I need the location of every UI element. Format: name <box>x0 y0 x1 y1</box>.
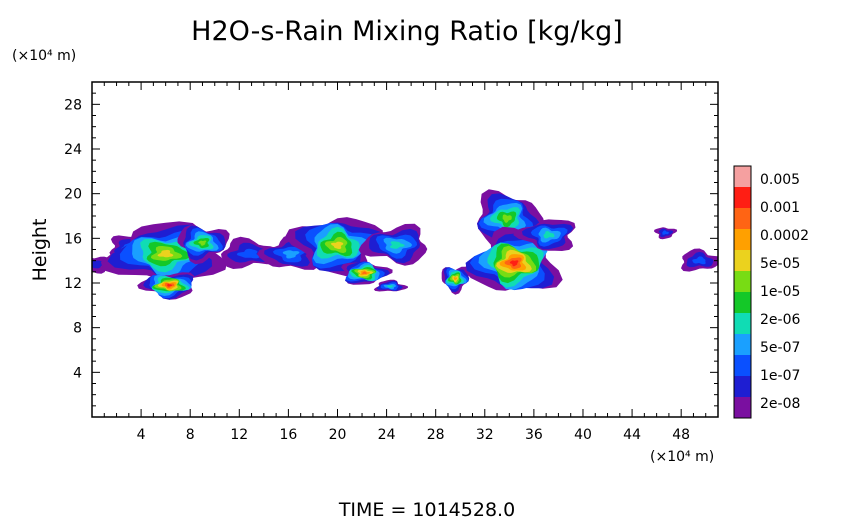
legend-swatch <box>734 334 751 355</box>
contour-level <box>330 241 344 249</box>
x-tick-label: 36 <box>525 427 543 443</box>
legend-label: 5e-07 <box>760 340 800 356</box>
x-tick-label: 44 <box>623 427 641 443</box>
legend-swatch <box>734 397 751 418</box>
legend-label: 0.005 <box>760 172 800 188</box>
contour-level <box>282 250 300 259</box>
legend-swatch <box>734 250 751 271</box>
rain-cluster <box>358 223 428 266</box>
time-label: TIME = 1014528.0 <box>338 499 515 519</box>
rain-cluster <box>464 226 563 291</box>
legend-swatch <box>734 313 751 334</box>
legend-swatch <box>734 187 751 208</box>
contour-level <box>362 271 367 274</box>
legend-swatch <box>734 292 751 313</box>
legend-swatch <box>734 271 751 292</box>
color-legend: 2e-08 1e-07 5e-07 2e-06 1e-05 5e-05 0.0002 0.00… <box>733 165 809 419</box>
x-axis-unit: (×10⁴ m) <box>650 449 714 465</box>
contour-level <box>236 248 260 259</box>
y-axis-label: Height <box>29 219 51 282</box>
contour-level <box>198 240 207 246</box>
contour-level <box>662 230 669 235</box>
x-tick-label: 28 <box>427 427 445 443</box>
contour-level <box>386 285 394 288</box>
rain-cluster <box>341 261 393 285</box>
y-tick-label: 12 <box>64 276 82 292</box>
rain-cluster <box>653 227 678 240</box>
y-tick-label: 24 <box>64 142 82 158</box>
legend-label: 0.001 <box>760 200 800 216</box>
legend-label: 5e-05 <box>760 256 800 272</box>
chart-title: H2O-s-Rain Mixing Ratio [kg/kg] <box>191 16 623 47</box>
legend-swatch <box>734 355 751 376</box>
contour-level <box>502 214 512 223</box>
contour-level <box>453 277 458 281</box>
contour-level <box>157 249 174 258</box>
rain-cluster <box>177 225 230 265</box>
contour-level <box>167 283 173 287</box>
x-tick-label: 40 <box>574 427 592 443</box>
rain-cluster <box>137 272 195 300</box>
legend-swatch <box>734 376 751 397</box>
rain-cluster <box>285 217 383 277</box>
y-axis-unit: (×10⁴ m) <box>12 48 76 64</box>
contour-level <box>692 256 706 265</box>
contour-level <box>509 260 519 267</box>
x-tick-label: 24 <box>378 427 396 443</box>
legend-swatch <box>734 229 751 250</box>
y-axis: 4 8 12 16 20 24 28 <box>64 92 718 407</box>
legend-label: 2e-08 <box>760 396 800 412</box>
y-tick-label: 28 <box>64 97 82 113</box>
rain-cluster <box>441 266 470 295</box>
contour-level <box>543 231 555 239</box>
x-tick-label: 20 <box>329 427 347 443</box>
x-tick-label: 48 <box>672 427 690 443</box>
legend-frame <box>733 165 752 419</box>
y-tick-label: 16 <box>64 231 82 247</box>
y-tick-label: 20 <box>64 187 82 203</box>
x-axis: 4 8 12 16 20 24 28 32 36 40 44 48 <box>103 82 707 443</box>
x-tick-label: 32 <box>476 427 494 443</box>
rain-mixing-ratio-field <box>92 189 718 300</box>
rain-cluster <box>513 219 576 251</box>
legend-swatch <box>734 208 751 229</box>
legend-label: 0.0002 <box>760 228 809 244</box>
x-tick-label: 4 <box>137 427 146 443</box>
legend-swatch <box>734 166 751 187</box>
contour-level <box>390 241 405 249</box>
rain-cluster <box>681 248 718 272</box>
legend-label: 2e-06 <box>760 312 800 328</box>
legend-label: 1e-05 <box>760 284 800 300</box>
y-tick-label: 4 <box>73 365 82 381</box>
rain-cluster <box>373 279 408 292</box>
x-tick-label: 16 <box>279 427 297 443</box>
y-tick-label: 8 <box>73 321 82 337</box>
x-tick-label: 12 <box>230 427 248 443</box>
legend-label: 1e-07 <box>760 368 800 384</box>
x-tick-label: 8 <box>186 427 195 443</box>
